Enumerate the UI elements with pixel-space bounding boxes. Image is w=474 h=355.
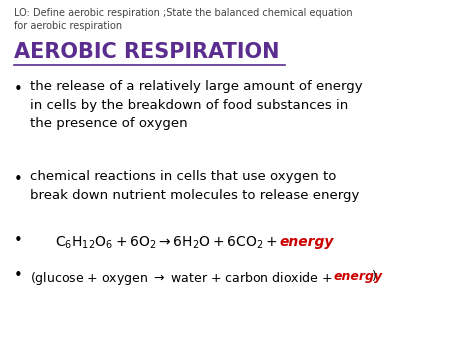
Text: the release of a relatively large amount of energy
in cells by the breakdown of : the release of a relatively large amount… [30, 80, 363, 130]
Text: chemical reactions in cells that use oxygen to
break down nutrient molecules to : chemical reactions in cells that use oxy… [30, 170, 359, 202]
Text: $\mathregular{C_6H_{12}O_6 + 6O_2 \rightarrow 6H_2O + 6CO_2 +}$: $\mathregular{C_6H_{12}O_6 + 6O_2 \right… [55, 235, 278, 251]
Text: energy: energy [334, 270, 383, 283]
Text: •: • [14, 82, 23, 97]
Text: •: • [14, 268, 23, 283]
Text: LO: Define aerobic respiration ;State the balanced chemical equation
for aerobic: LO: Define aerobic respiration ;State th… [14, 8, 353, 31]
Text: •: • [14, 233, 23, 248]
Text: AEROBIC RESPIRATION: AEROBIC RESPIRATION [14, 42, 280, 62]
Text: (glucose + oxygen $\rightarrow$ water + carbon dioxide +: (glucose + oxygen $\rightarrow$ water + … [30, 270, 334, 287]
Text: ): ) [372, 270, 377, 283]
Text: •: • [14, 172, 23, 187]
Text: energy: energy [280, 235, 334, 249]
